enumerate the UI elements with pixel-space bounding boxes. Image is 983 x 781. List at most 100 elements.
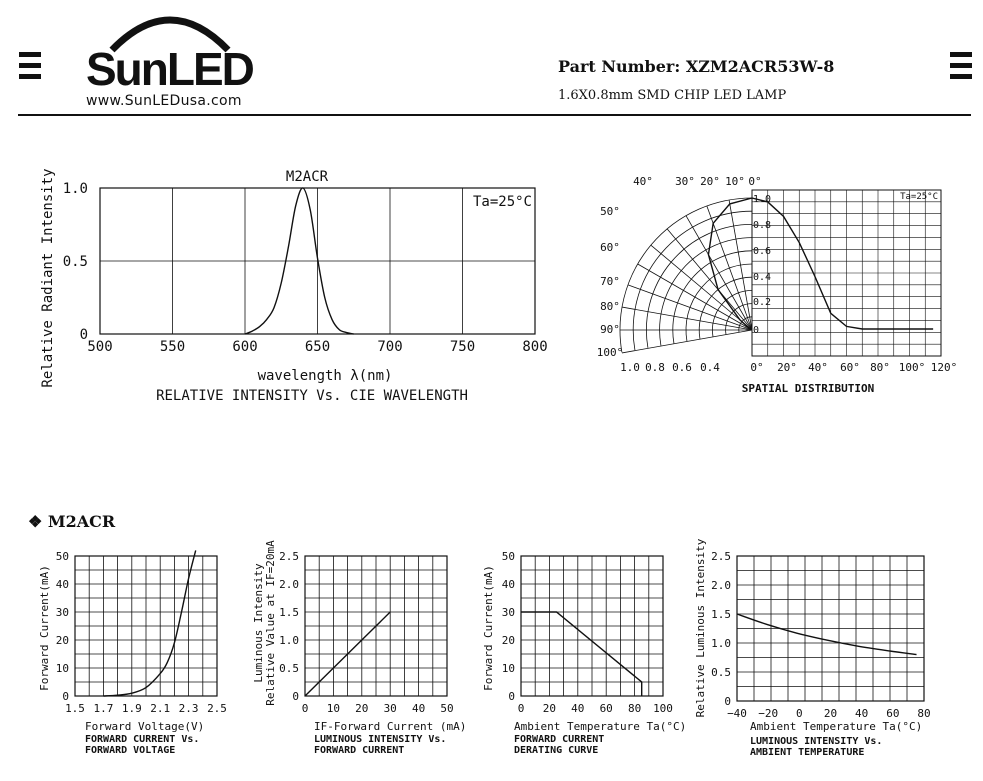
lum-temp-caption: LUMINOUS INTENSITY Vs.: [750, 736, 882, 747]
right-menu-icon: [950, 52, 972, 85]
derating-caption: DERATING CURVE: [514, 745, 598, 756]
spectrum-xlabel: wavelength λ(nm): [258, 368, 393, 384]
spatial-bottom-label: 100°: [899, 361, 926, 374]
iv-ytick-label: 50: [56, 550, 69, 563]
spatial-series-line: [751, 197, 934, 330]
spectrum-xtick-label: 550: [160, 339, 185, 355]
derating-ytick-label: 20: [502, 634, 515, 647]
spectrum-ytick-label: 1.0: [63, 181, 88, 197]
spatial-bottom-label: 0.6: [672, 361, 692, 374]
spatial-polar-spoke: [621, 329, 753, 354]
spatial-angle-label: 50°: [600, 205, 620, 218]
lum-if-caption: FORWARD CURRENT: [314, 745, 404, 756]
lum-vs-if-xtick-label: 50: [440, 702, 453, 715]
iv-xtick-label: 1.5: [65, 702, 85, 715]
spatial-polar-spoke: [637, 263, 753, 331]
spatial-angle-label: 0°: [748, 175, 761, 188]
iv-xtick-label: 2.3: [179, 702, 199, 715]
spatial-radial-label: 0.6: [753, 246, 771, 257]
lum-vs-if-ytick-label: 0: [292, 690, 299, 703]
spatial-polar-spoke: [706, 205, 753, 331]
spatial-annotation: Ta=25°C: [900, 192, 938, 202]
lum-vs-if-ytick-label: 1.5: [279, 606, 299, 619]
spatial-polar-spoke: [621, 306, 753, 331]
derating-ytick-label: 10: [502, 662, 515, 675]
spatial-polar-spoke: [650, 244, 753, 331]
logo-arc-icon: [109, 16, 231, 53]
lum-vs-if-xtick-label: 20: [355, 702, 368, 715]
iv-ylabel: Forward Current(mA): [38, 565, 51, 691]
spectrum-xtick-label: 800: [522, 339, 547, 355]
lum-vs-temp-xtick-label: 20: [824, 707, 837, 720]
derating-ytick-label: 40: [502, 578, 515, 591]
spatial-bottom-label: 80°: [870, 361, 890, 374]
lum-temp-caption: AMBIENT TEMPERATURE: [750, 747, 864, 758]
header-divider: [18, 114, 971, 116]
iv-xtick-label: 2.1: [150, 702, 170, 715]
spectrum-ylabel: Relative Radiant Intensity: [40, 168, 56, 387]
spectrum-xtick-label: 500: [87, 339, 112, 355]
spectrum-ytick-label: 0.5: [63, 254, 88, 270]
lum-if-ylabel: Luminous Intensity: [252, 563, 265, 683]
spatial-polar-spoke: [627, 284, 753, 331]
lum-if-caption: LUMINOUS INTENSITY Vs.: [314, 734, 446, 745]
spatial-radial-label: 1.0: [753, 194, 771, 205]
spatial-angle-label: 70°: [600, 275, 620, 288]
iv-caption: FORWARD CURRENT Vs.: [85, 734, 199, 745]
derating-xtick-label: 100: [653, 702, 673, 715]
lum-vs-if-xtick-label: 40: [412, 702, 425, 715]
spatial-angle-label: 10°: [725, 175, 745, 188]
lum-vs-temp-ytick-label: 2.5: [711, 550, 731, 563]
derating-xtick-label: 0: [518, 702, 525, 715]
spatial-angle-label: 20°: [700, 175, 720, 188]
spectrum-xtick-label: 650: [305, 339, 330, 355]
lum-temp-ylabel: Relative Luminous Intensity: [694, 538, 707, 717]
lum-vs-if-xtick-label: 10: [327, 702, 340, 715]
lum-vs-temp-xtick-label: 0: [796, 707, 803, 720]
spatial-bottom-label: 0°: [750, 361, 763, 374]
spatial-angle-label: 100°: [597, 346, 624, 359]
iv-ytick-label: 10: [56, 662, 69, 675]
lum-vs-if-ytick-label: 1.0: [279, 634, 299, 647]
spectrum-series-line: [244, 187, 354, 335]
iv-xlabel: Forward Voltage(V): [85, 720, 204, 733]
lum-vs-temp-xtick-label: 80: [917, 707, 930, 720]
spatial-polar-spoke: [685, 215, 753, 331]
spatial-radial-label: 0: [753, 325, 759, 336]
logo: SunLED: [86, 43, 255, 95]
lum-vs-temp-xtick-label: −20: [758, 707, 778, 720]
spectrum-xtick-label: 750: [450, 339, 475, 355]
lum-vs-temp-xtick-label: −40: [727, 707, 747, 720]
spatial-polar-spoke: [728, 199, 753, 331]
derating-xtick-label: 20: [543, 702, 556, 715]
spatial-angle-label: 90°: [600, 323, 620, 336]
part-number: Part Number: XZM2ACR53W-8: [558, 57, 835, 76]
spatial-angle-label: 30°: [675, 175, 695, 188]
lum-vs-if-ytick-label: 2.5: [279, 550, 299, 563]
derating-ytick-label: 0: [508, 690, 515, 703]
iv-xtick-label: 2.5: [207, 702, 227, 715]
spatial-angle-label: 60°: [600, 241, 620, 254]
lum-vs-if-series-line: [304, 611, 391, 697]
iv-ytick-label: 40: [56, 578, 69, 591]
lum-vs-temp-xtick-label: 60: [886, 707, 899, 720]
spectrum-title: M2ACR: [286, 169, 329, 185]
spatial-caption: SPATIAL DISTRIBUTION: [742, 382, 874, 395]
derating-xlabel: Ambient Temperature Ta(°C): [514, 720, 686, 733]
lum-vs-if-xtick-label: 0: [302, 702, 309, 715]
spatial-bottom-label: 1.0: [620, 361, 640, 374]
left-menu-icon: [19, 52, 41, 85]
spatial-angle-label: 80°: [600, 300, 620, 313]
spatial-radial-label: 0.4: [753, 272, 771, 283]
iv-series-line: [103, 550, 197, 697]
lum-vs-temp-series-line: [736, 613, 917, 656]
lum-if-xlabel: IF-Forward Current (mA): [314, 720, 466, 733]
iv-ytick-label: 30: [56, 606, 69, 619]
iv-caption: FORWARD VOLTAGE: [85, 745, 175, 756]
lum-if-ylabel: Relative Value at IF=20mA: [264, 540, 277, 706]
lum-vs-temp-ytick-label: 1.5: [711, 608, 731, 621]
spectrum-ytick-label: 0: [80, 327, 88, 343]
iv-ytick-label: 20: [56, 634, 69, 647]
spatial-bottom-label: 0.4: [700, 361, 720, 374]
